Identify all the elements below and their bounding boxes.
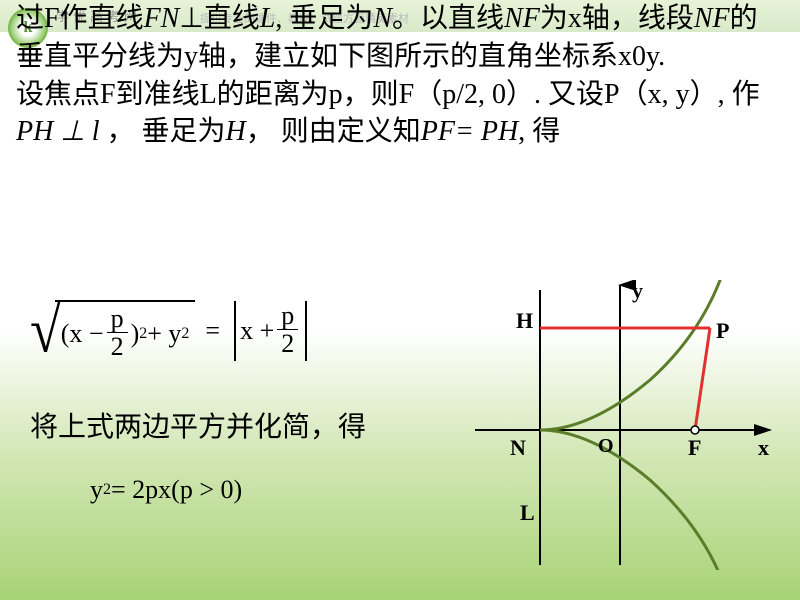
sqrt-expression: √ (x − p 2 )2 + y2 bbox=[30, 300, 195, 362]
sq1: 2 bbox=[139, 325, 147, 343]
l1: L bbox=[260, 3, 276, 34]
rest: = 2px(p > 0) bbox=[111, 475, 242, 505]
n: N bbox=[373, 3, 392, 34]
plus-y: + y bbox=[147, 319, 181, 349]
t3: , 垂足为 bbox=[275, 3, 373, 34]
rparen: ) bbox=[131, 319, 140, 349]
sqrt-symbol: √ bbox=[30, 299, 61, 363]
label-p: P bbox=[716, 318, 729, 343]
frac-num: p bbox=[107, 306, 128, 333]
t2: ⊥直线 bbox=[179, 3, 259, 34]
frac-num2: p bbox=[277, 303, 298, 330]
label-n: N bbox=[510, 435, 526, 460]
abs-expression: x + p 2 bbox=[230, 301, 311, 361]
t8: ， 垂足为 bbox=[107, 116, 226, 147]
main-content: 过F作直线FN⊥直线L, 垂足为N。以直线NF为x轴，线段NF的垂直平分线为y轴… bbox=[16, 0, 784, 151]
t5: 为x轴，线段 bbox=[540, 3, 694, 34]
label-l: L bbox=[520, 500, 535, 525]
label-y: y bbox=[632, 280, 643, 303]
phperp: PH ⊥ l bbox=[16, 116, 107, 147]
frac-p2-right: p 2 bbox=[277, 303, 298, 359]
pfeq: PF= PH bbox=[421, 116, 518, 147]
parabola-diagram: y x H P N O F L bbox=[470, 280, 780, 570]
t4: 。以直线 bbox=[392, 3, 504, 34]
focus-point bbox=[691, 426, 699, 434]
h: H bbox=[226, 116, 246, 147]
text-square-both-sides: 将上式两边平方并化简，得 bbox=[30, 405, 366, 445]
t7: 设焦点F到准线L的距离为p，则F（p/2, 0）. 又设P（x, y）, 作 bbox=[16, 79, 760, 110]
sqrt-content: (x − p 2 )2 + y2 bbox=[55, 300, 196, 362]
abs-bar-left bbox=[234, 301, 236, 361]
label-f: F bbox=[688, 435, 701, 460]
frac-den2: 2 bbox=[277, 330, 298, 359]
sq3: 2 bbox=[103, 481, 111, 499]
formula-distance-equation: √ (x − p 2 )2 + y2 = x + p 2 bbox=[30, 300, 311, 362]
sq2: 2 bbox=[181, 325, 189, 343]
label-h: H bbox=[516, 308, 533, 333]
fn: FN bbox=[144, 3, 180, 34]
line-pf bbox=[695, 328, 710, 430]
nf: NF bbox=[504, 3, 540, 34]
frac-p2-left: p 2 bbox=[107, 306, 128, 362]
t8b: ， 则由定义知 bbox=[246, 116, 421, 147]
frac-den: 2 bbox=[107, 333, 128, 362]
label-o: O bbox=[598, 435, 614, 457]
abs-x: x + bbox=[240, 316, 274, 346]
nf2: NF bbox=[694, 3, 730, 34]
paragraph-main: 过F作直线FN⊥直线L, 垂足为N。以直线NF为x轴，线段NF的垂直平分线为y轴… bbox=[16, 0, 784, 151]
t1: 过F作直线 bbox=[16, 3, 144, 34]
abs-bar-right bbox=[305, 301, 307, 361]
equals: = bbox=[205, 316, 220, 346]
label-x: x bbox=[758, 435, 769, 460]
lparen: (x − bbox=[61, 319, 104, 349]
parabola-upper bbox=[540, 280, 722, 430]
t9: , 得 bbox=[518, 116, 560, 147]
y: y bbox=[90, 475, 103, 505]
formula-parabola-standard: y2 = 2px(p > 0) bbox=[90, 475, 242, 505]
